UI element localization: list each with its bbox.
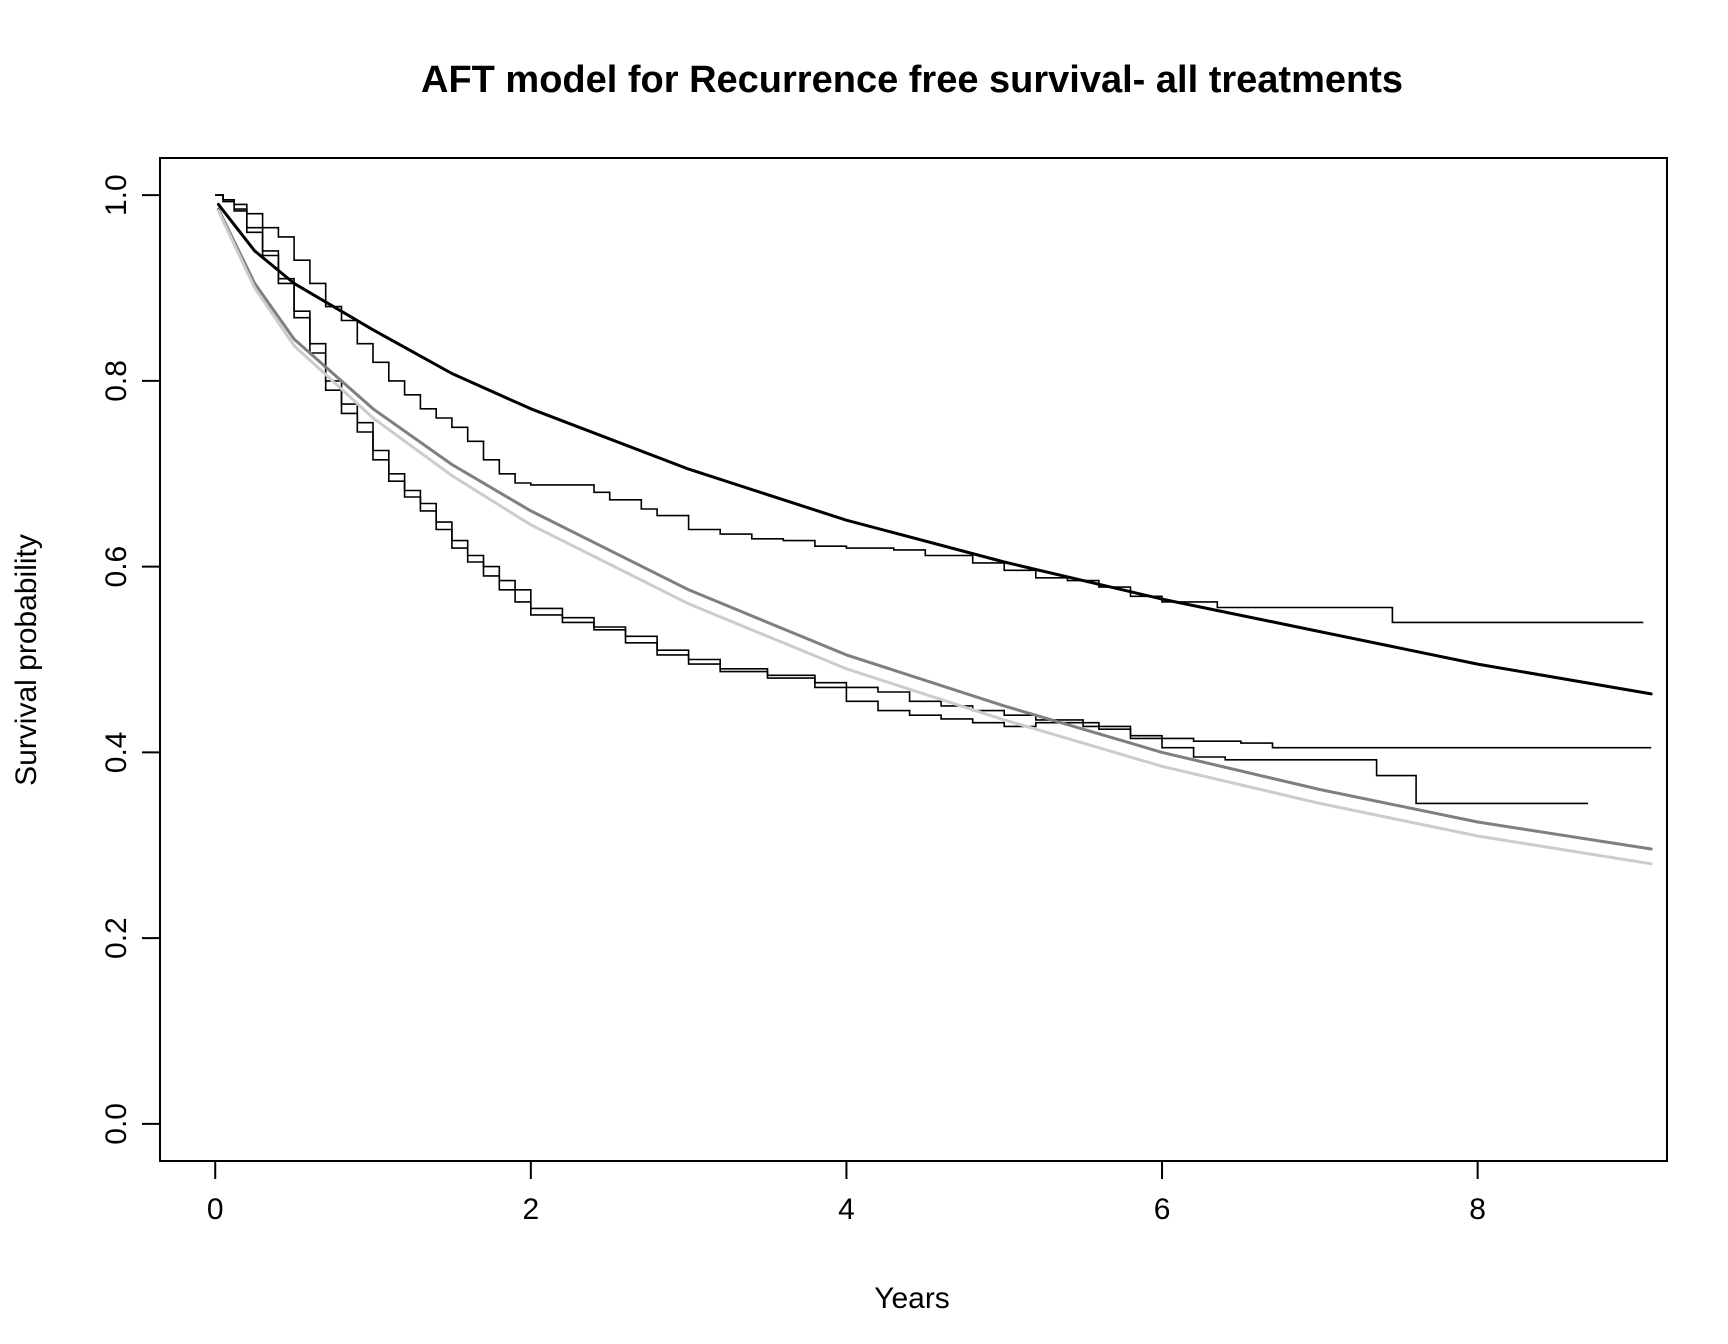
model-curve-5 [216,207,1653,851]
y-tick-label: 0.6 [100,546,133,588]
x-tick-label: 8 [1469,1193,1486,1226]
x-tick-label: 4 [838,1193,855,1226]
chart-title: AFT model for Recurrence free survival- … [421,59,1403,101]
y-tick-label: 0.2 [100,917,133,959]
y-tick-label: 0.8 [100,360,133,402]
y-tick-label: 0.0 [100,1103,133,1145]
x-tick-label: 0 [207,1193,224,1226]
y-axis-label: Survival probability [10,534,43,786]
km-curve-3 [215,194,1589,805]
y-tick-label: 0.4 [100,732,133,774]
model-curve-4 [216,202,1653,696]
x-tick-label: 2 [522,1193,539,1226]
x-axis-label: Years [874,1282,950,1315]
plot-area [215,194,1653,866]
model-curve-6 [216,209,1653,866]
y-tick-label: 1.0 [100,174,133,216]
axes: 0 2 4 6 8 0.0 0.2 0.4 0.6 0.8 1.0 [100,174,1486,1226]
x-tick-label: 6 [1154,1193,1171,1226]
